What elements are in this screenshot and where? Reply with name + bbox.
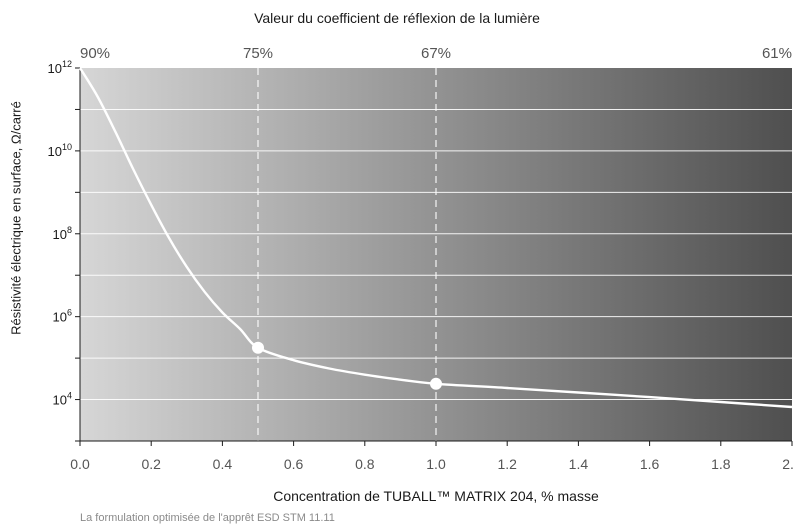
y-tick-label: 104 [53, 391, 72, 408]
x-tick-label: 1.2 [497, 456, 517, 472]
y-axis-title: Résistivité électrique en surface, Ω/car… [8, 101, 24, 335]
highlight-point [430, 377, 442, 390]
x-tick-label: 1.0 [426, 456, 446, 472]
x-axis-title: Concentration de TUBALL™ MATRIX 204, % m… [273, 488, 599, 504]
y-tick-label: 108 [53, 225, 72, 242]
resistivity-curve [78, 67, 793, 409]
footnote: La formulation optimisée de l'apprêt ESD… [80, 512, 335, 524]
y-tick-label: 1010 [48, 142, 72, 159]
x-tick-label: 0.8 [355, 456, 375, 472]
y-tick-label: 106 [53, 308, 72, 325]
x-tick-label: 2.0 [782, 456, 794, 472]
x-tick-label: 0.0 [70, 456, 90, 472]
x-tick-label: 1.6 [640, 456, 660, 472]
x-tick-label: 1.8 [711, 456, 731, 472]
highlight-point [252, 341, 264, 354]
x-tick-label: 0.6 [284, 456, 304, 472]
top-tick-label: 90% [80, 45, 110, 62]
top-tick-label: 67% [421, 45, 451, 62]
x-tick-label: 0.4 [213, 456, 233, 472]
x-tick-label: 1.4 [569, 456, 589, 472]
y-tick-label: 1012 [48, 59, 72, 76]
top-tick-label: 75% [243, 45, 273, 62]
x-tick-label: 0.2 [141, 456, 161, 472]
top-axis-title: Valeur du coefficient de réflexion de la… [254, 10, 540, 26]
top-tick-label: 61% [762, 45, 792, 62]
